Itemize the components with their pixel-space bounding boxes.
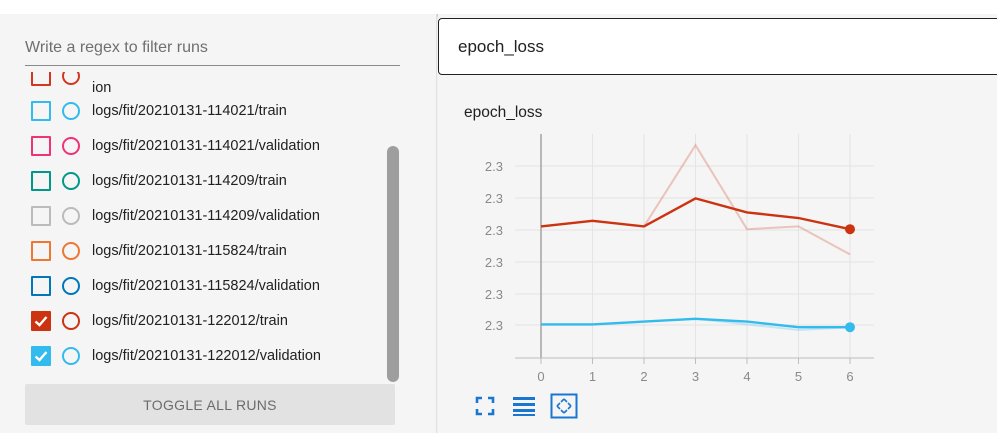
run-color-swatch[interactable] <box>62 241 80 260</box>
x-tick-label: 3 <box>692 369 699 384</box>
tag-filter-input[interactable]: epoch_loss <box>438 18 997 75</box>
chart-card-title: epoch_loss <box>464 104 543 121</box>
run-label: logs/fit/20210131-122012/validation <box>92 347 321 364</box>
run-checkbox[interactable] <box>31 275 51 296</box>
tag-filter-value: epoch_loss <box>458 36 545 56</box>
y-tick-label: 2.3 <box>485 191 503 206</box>
x-tick-label: 6 <box>846 369 853 384</box>
run-color-swatch[interactable] <box>62 311 80 330</box>
fullscreen-icon[interactable] <box>474 395 496 417</box>
run-label: logs/fit/20210131-115824/train <box>92 242 287 259</box>
check-icon <box>34 315 48 327</box>
y-tick-label: 2.3 <box>485 223 503 238</box>
run-checkbox[interactable] <box>31 205 51 226</box>
run-checkbox[interactable] <box>31 310 51 331</box>
run-item[interactable]: logs/fit/20210131-114209/train <box>0 163 400 198</box>
run-filter-input[interactable] <box>25 36 400 66</box>
run-label: logs/fit/20210131-114021/train <box>92 102 287 119</box>
runs-sidebar: ion logs/fit/20210131-114021/train logs/fi… <box>0 14 437 433</box>
x-tick-label: 1 <box>589 369 596 384</box>
runs-scrollbar[interactable] <box>387 146 399 382</box>
fit-domain-icon[interactable] <box>550 393 578 419</box>
run-item[interactable]: logs/fit/20210131-114209/validation <box>0 198 400 233</box>
check-icon <box>34 350 48 362</box>
top-toolbar <box>0 0 997 14</box>
x-tick-label: 2 <box>640 369 647 384</box>
scalars-pane: epoch_loss epoch_loss 2.3 2.3 2.3 2.3 2.3 2.3… <box>438 14 997 433</box>
run-label: logs/fit/20210131-122012/train <box>92 312 288 329</box>
y-tick-label: 2.3 <box>485 255 503 270</box>
run-checkbox[interactable] <box>31 100 51 121</box>
run-color-swatch[interactable] <box>62 101 80 120</box>
series-last-point <box>845 322 855 333</box>
epoch-loss-chart[interactable]: 2.3 2.3 2.3 2.3 2.3 2.3 0 1 2 3 4 5 6 <box>438 124 878 394</box>
run-checkbox[interactable] <box>31 240 51 261</box>
run-item[interactable]: logs/fit/20210131-114021/validation <box>0 128 400 163</box>
series-last-point <box>845 224 855 235</box>
run-checkbox[interactable] <box>31 135 51 156</box>
run-label: logs/fit/20210131-115824/validation <box>92 277 320 294</box>
run-checkbox[interactable] <box>31 170 51 191</box>
run-checkbox[interactable] <box>31 345 51 366</box>
run-label: ion <box>92 80 112 96</box>
run-label: logs/fit/20210131-114021/validation <box>92 137 320 154</box>
x-tick-label: 5 <box>795 369 802 384</box>
run-item[interactable]: logs/fit/20210131-114021/train <box>0 93 400 128</box>
run-checkbox[interactable] <box>31 72 51 86</box>
y-tick-label: 2.3 <box>485 318 503 333</box>
run-label: logs/fit/20210131-114209/validation <box>92 207 320 224</box>
run-item[interactable]: logs/fit/20210131-122012/validation <box>0 338 400 373</box>
run-item[interactable]: ion <box>0 72 400 96</box>
y-tick-label: 2.3 <box>485 159 503 174</box>
x-tick-label: 4 <box>743 369 750 384</box>
run-color-swatch[interactable] <box>62 171 80 190</box>
run-item[interactable]: logs/fit/20210131-115824/train <box>0 233 400 268</box>
runs-list: ion logs/fit/20210131-114021/train logs/fi… <box>0 72 436 384</box>
run-color-swatch[interactable] <box>62 72 80 85</box>
toggle-y-log-icon[interactable] <box>512 395 535 417</box>
run-color-swatch[interactable] <box>62 136 80 155</box>
run-color-swatch[interactable] <box>62 346 80 365</box>
run-item[interactable]: logs/fit/20210131-122012/train <box>0 303 400 338</box>
toggle-all-runs-button[interactable]: TOGGLE ALL RUNS <box>25 384 395 425</box>
run-color-swatch[interactable] <box>62 276 80 295</box>
run-item[interactable]: logs/fit/20210131-115824/validation <box>0 268 400 303</box>
y-tick-label: 2.3 <box>485 287 503 302</box>
run-color-swatch[interactable] <box>62 206 80 225</box>
run-label: logs/fit/20210131-114209/train <box>92 172 287 189</box>
x-tick-label: 0 <box>537 369 544 384</box>
